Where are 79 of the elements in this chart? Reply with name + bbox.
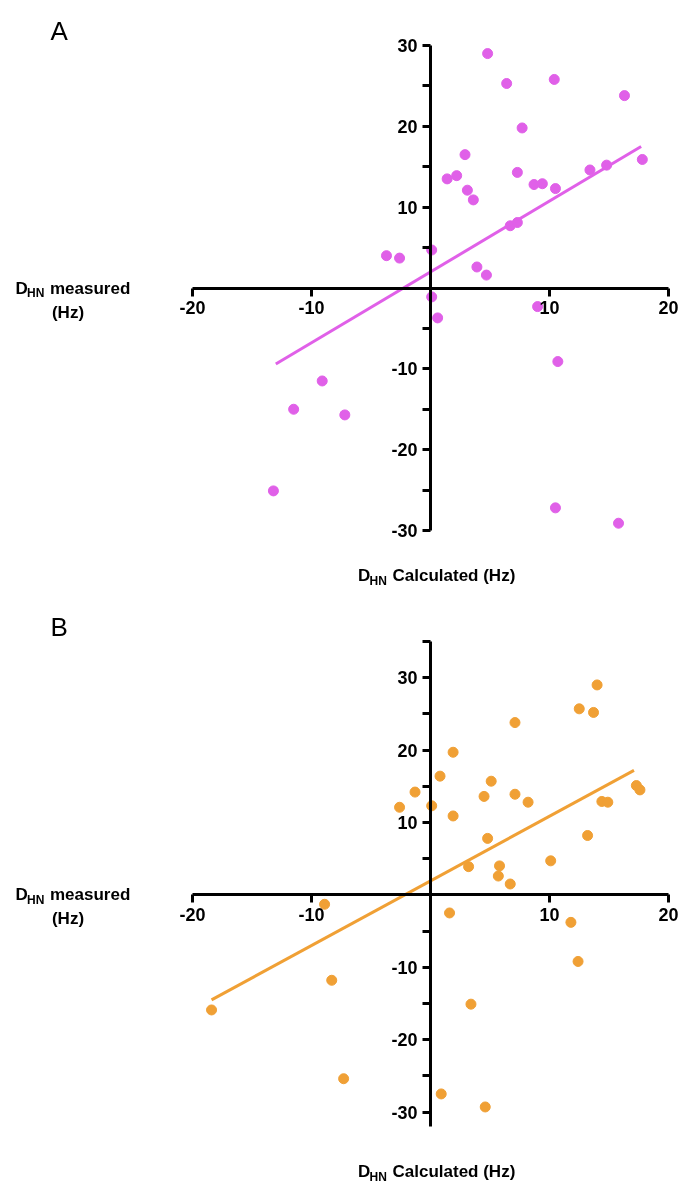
point <box>552 356 564 368</box>
point <box>339 409 351 421</box>
point <box>434 770 446 782</box>
point <box>494 860 506 872</box>
y-tick-label: -30 <box>391 1102 418 1123</box>
chart-title: A <box>50 15 69 46</box>
point <box>482 48 494 60</box>
y-tick-label: -20 <box>391 1030 418 1051</box>
y-tick-label: 20 <box>397 740 418 761</box>
x-tick-label: -20 <box>179 904 206 925</box>
point <box>511 166 523 178</box>
x-tick-label: -20 <box>179 298 206 318</box>
point <box>509 788 521 800</box>
point <box>471 261 483 273</box>
point <box>463 861 475 873</box>
point <box>435 1088 447 1100</box>
point <box>504 878 516 890</box>
point <box>522 796 534 808</box>
point <box>618 90 630 102</box>
point <box>549 183 561 195</box>
point <box>288 403 300 415</box>
point <box>394 801 406 813</box>
x-tick-label: -10 <box>298 298 325 318</box>
point <box>516 122 528 134</box>
point <box>492 870 504 882</box>
point <box>467 194 479 206</box>
point <box>319 898 331 910</box>
point <box>501 78 513 89</box>
y-tick-label: 30 <box>397 668 418 689</box>
point <box>613 517 625 529</box>
point <box>591 679 603 691</box>
point <box>549 502 561 514</box>
point <box>482 832 494 844</box>
point <box>206 1004 218 1016</box>
point <box>459 149 471 161</box>
y-tick-label: -10 <box>391 359 418 380</box>
point <box>316 375 328 387</box>
x-tick-label: 10 <box>539 904 560 925</box>
point <box>548 73 560 85</box>
point <box>441 173 453 185</box>
point <box>461 184 473 196</box>
point <box>584 164 596 176</box>
point <box>267 485 279 497</box>
point <box>465 998 477 1010</box>
point <box>444 907 456 919</box>
point <box>582 830 594 841</box>
point <box>451 170 463 182</box>
y-tick-label: -10 <box>391 957 418 978</box>
point <box>478 790 490 802</box>
y-tick-label: -20 <box>391 440 418 461</box>
point <box>326 974 338 986</box>
chart-title: B <box>50 611 68 642</box>
point <box>565 916 577 928</box>
x-tick-label: 20 <box>658 904 679 925</box>
y-tick-label: 10 <box>397 197 418 218</box>
x-tick-label: 20 <box>658 298 679 318</box>
x-tick-label: 10 <box>539 298 560 318</box>
point <box>409 786 421 798</box>
point <box>447 746 459 758</box>
point <box>636 153 648 165</box>
point <box>572 955 584 967</box>
y-tick-label: 10 <box>397 812 418 833</box>
point <box>447 810 459 822</box>
point <box>485 775 497 787</box>
x-tick-label: -10 <box>298 904 325 925</box>
y-tick-label: -30 <box>391 521 418 541</box>
y-tick-label: 20 <box>397 116 418 137</box>
point <box>573 703 585 715</box>
point <box>338 1073 350 1085</box>
point <box>634 784 646 796</box>
point <box>380 250 392 262</box>
point <box>432 312 444 324</box>
y-tick-label: 30 <box>397 36 418 56</box>
point <box>479 1101 491 1113</box>
point <box>588 706 600 718</box>
point <box>545 855 557 867</box>
point <box>394 252 406 264</box>
point <box>509 717 521 729</box>
point <box>480 269 492 281</box>
